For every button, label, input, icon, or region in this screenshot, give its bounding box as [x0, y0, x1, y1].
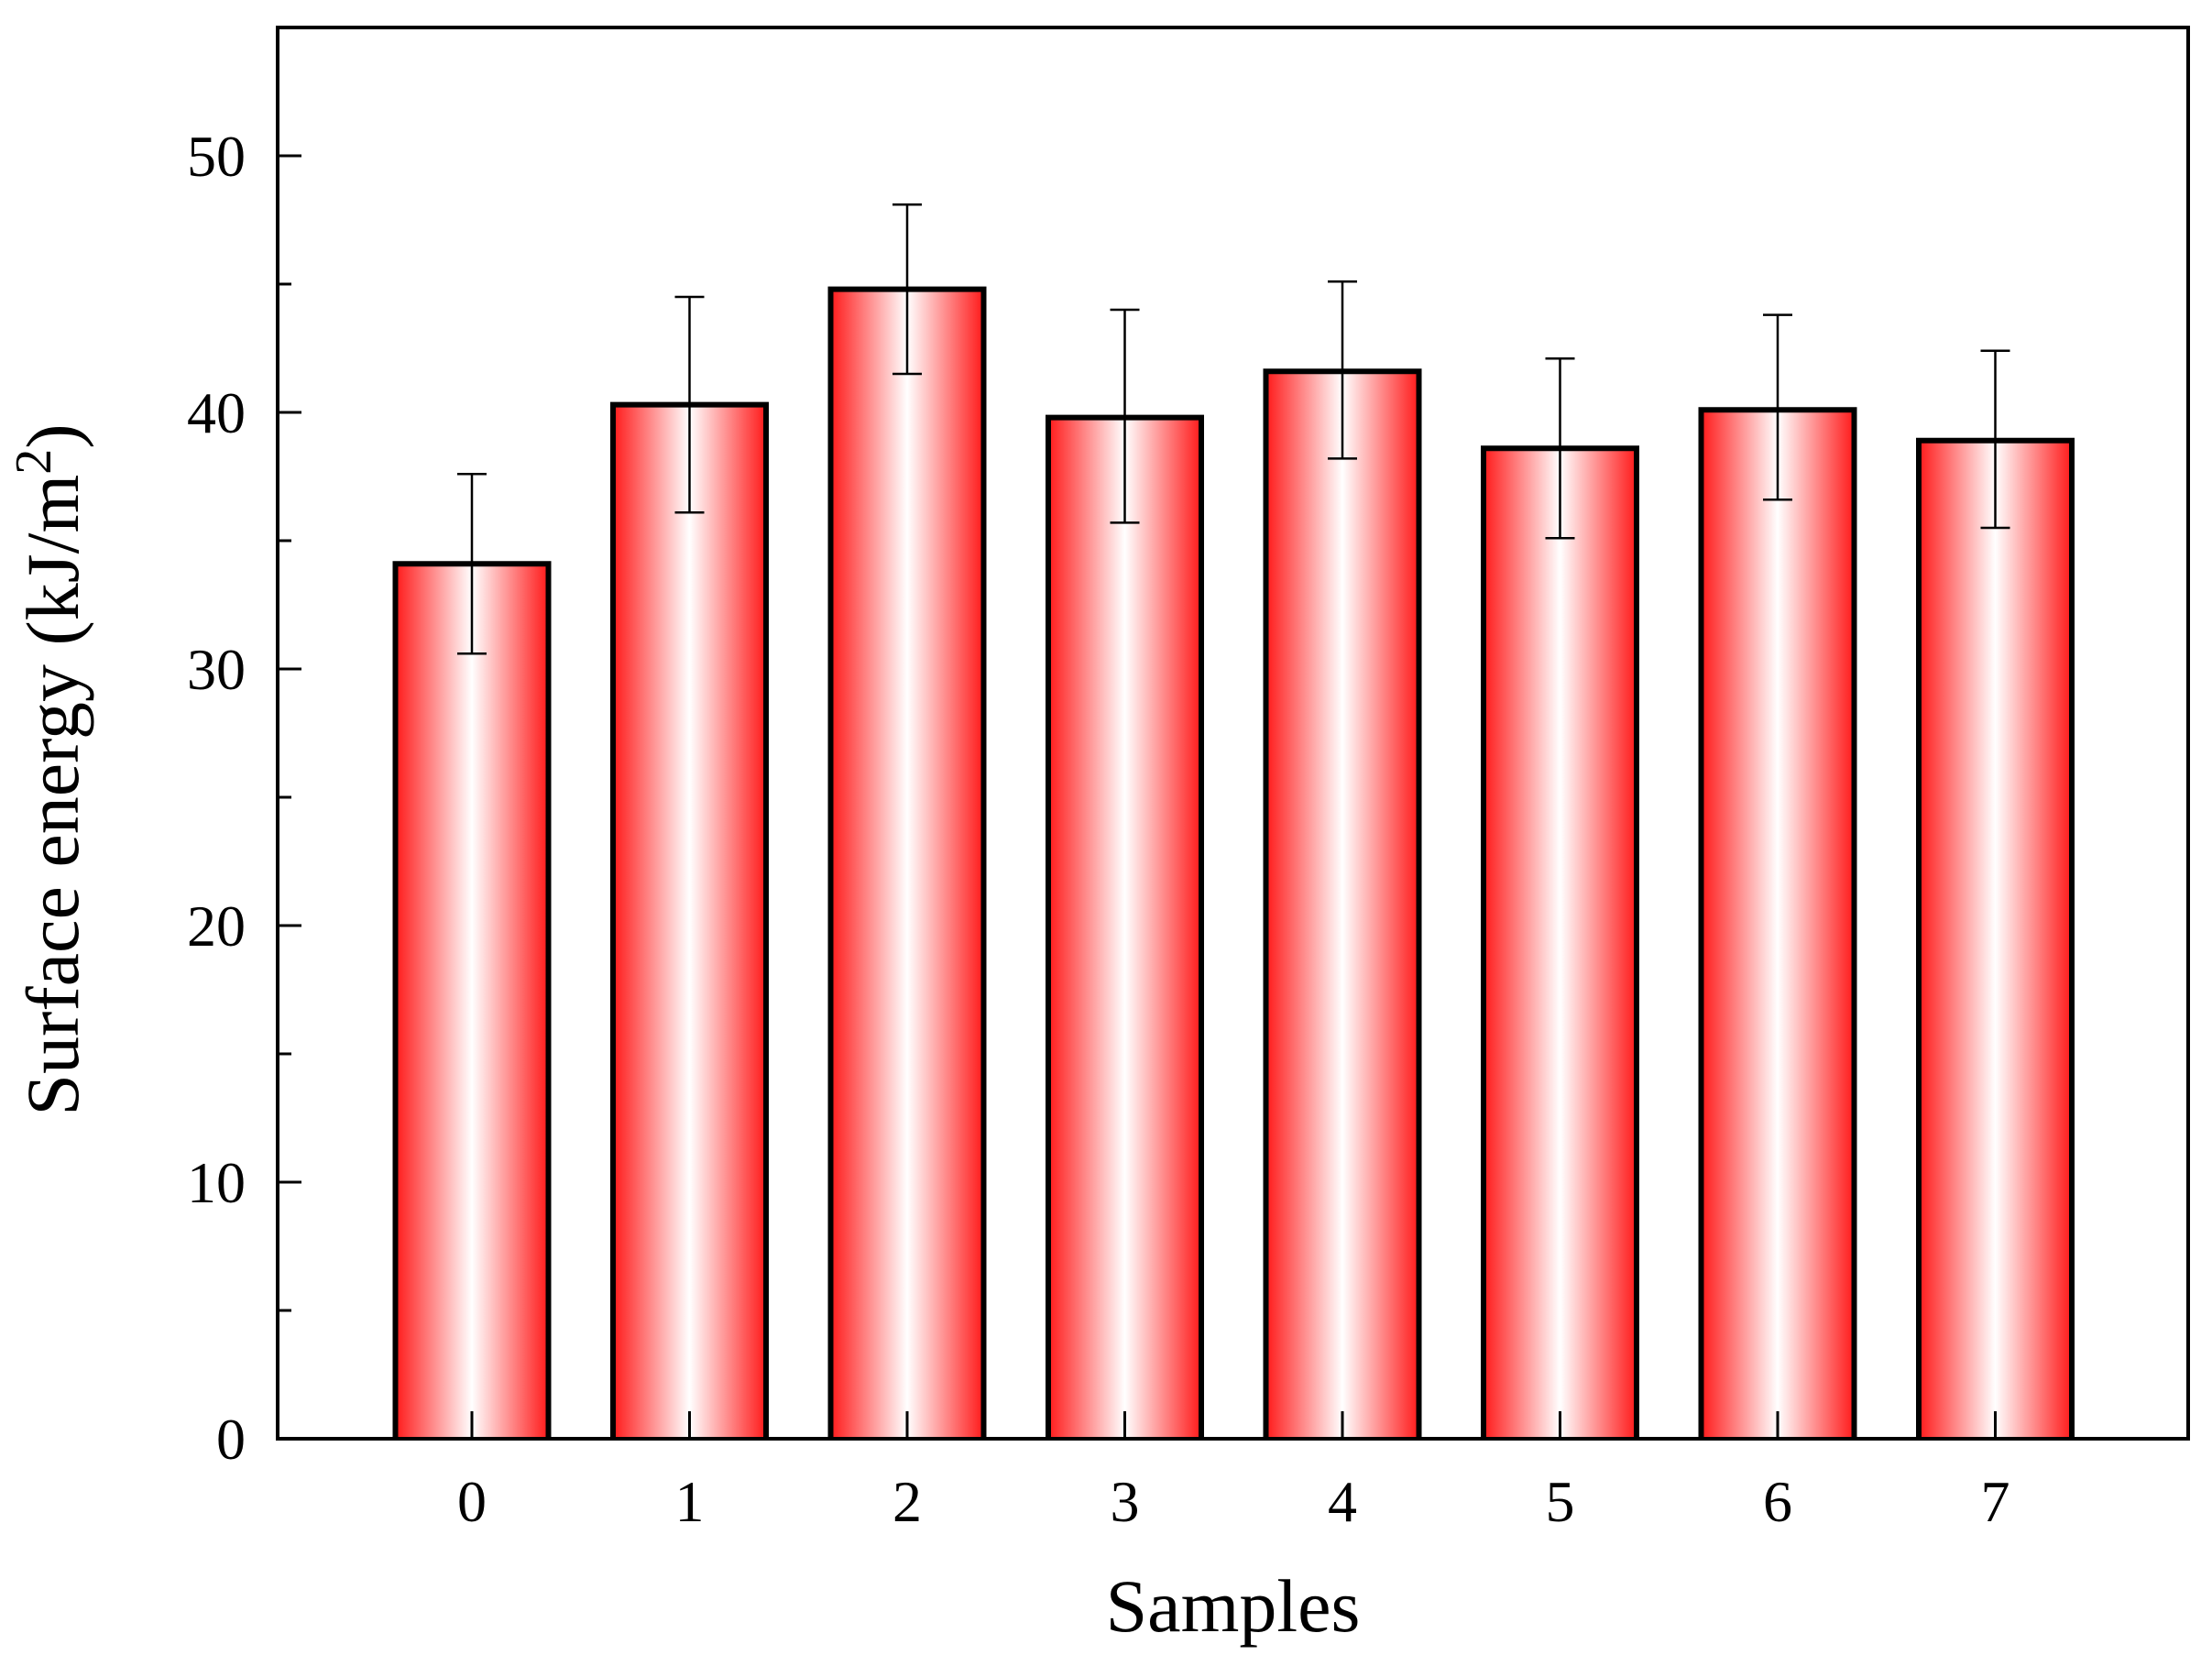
y-tick-label: 10	[187, 1150, 246, 1215]
y-tick-label: 40	[187, 380, 246, 445]
bar-1	[613, 404, 766, 1440]
error-bar-4	[1328, 279, 1357, 460]
bar-group-5	[1481, 445, 1639, 1440]
error-bar-0	[457, 472, 487, 655]
x-tick-label: 7	[1981, 1469, 2010, 1534]
y-axis-title-suffix: )	[11, 423, 94, 448]
bar-group-3	[1046, 414, 1204, 1440]
error-bar-1	[674, 295, 705, 514]
y-axis-title: Surface energy (kJ/m2)	[5, 423, 94, 1115]
y-axis-title-superscript: 2	[5, 449, 62, 475]
x-tick-label: 0	[457, 1469, 487, 1534]
bar-6	[1701, 410, 1855, 1440]
error-bars-layer	[457, 203, 2010, 655]
error-bar-3	[1110, 308, 1140, 524]
y-tick-label: 50	[187, 124, 246, 189]
bar-group-7	[1916, 437, 2075, 1439]
bar-3	[1048, 417, 1201, 1440]
bar-group-4	[1263, 368, 1422, 1440]
bar-group-2	[827, 286, 987, 1440]
x-tick-label: 6	[1763, 1469, 1792, 1534]
bar-4	[1265, 371, 1419, 1440]
bar-5	[1484, 448, 1637, 1440]
x-axis-title: Samples	[1106, 1564, 1361, 1648]
x-tick-label: 1	[675, 1469, 705, 1534]
error-bar-5	[1545, 356, 1575, 540]
y-tick-label: 30	[187, 637, 246, 702]
x-tick-label: 5	[1546, 1469, 1575, 1534]
bar-7	[1919, 440, 2072, 1439]
bar-group-6	[1698, 407, 1857, 1440]
bar-group-1	[610, 401, 769, 1440]
x-tick-label: 2	[892, 1469, 922, 1534]
y-tick-label: 20	[187, 893, 246, 959]
x-tick-label: 3	[1111, 1469, 1140, 1534]
bar-2	[830, 289, 984, 1440]
x-tick-label: 4	[1328, 1469, 1357, 1534]
plot-frame	[276, 26, 2190, 1441]
bar-0	[395, 564, 549, 1439]
bar-group-0	[392, 561, 552, 1439]
error-bar-2	[892, 203, 922, 376]
y-axis-ticks: 0 10 20 30 40 50	[187, 26, 301, 1472]
y-tick-label: 0	[216, 1407, 246, 1472]
error-bar-6	[1763, 313, 1792, 501]
y-axis-title-main: Surface energy (kJ/m	[11, 475, 94, 1116]
error-bar-7	[1980, 349, 2010, 530]
bars-layer	[392, 286, 2075, 1440]
x-axis-ticks: 0 1 2 3 4 5 6 7	[457, 1411, 2010, 1534]
